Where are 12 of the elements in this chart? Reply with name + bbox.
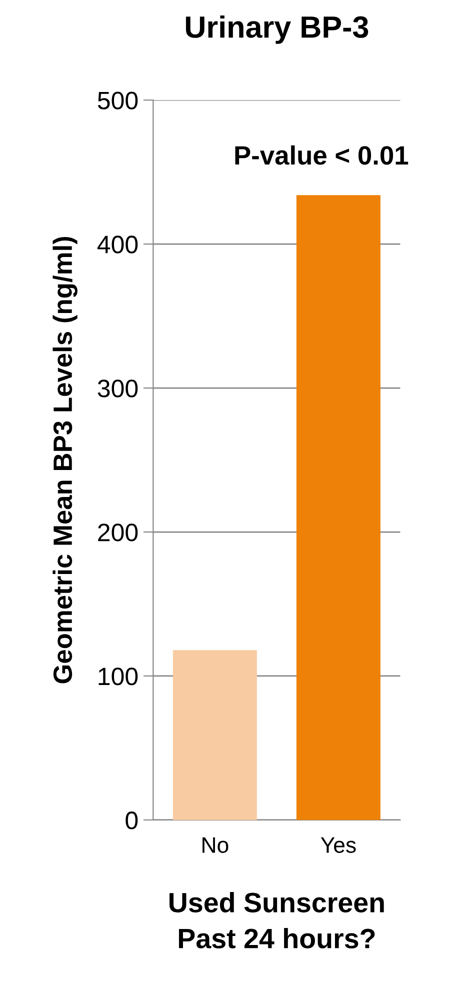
y-tick-label: 0: [126, 812, 138, 830]
y-tick-label: 300: [98, 380, 138, 398]
annotation: P-value < 0.01: [235, 145, 408, 165]
x-axis-title: Used Sunscreen Past 24 hours?: [170, 892, 384, 948]
x-tick-label: Yes: [320, 837, 356, 853]
y-tick-label: 500: [98, 92, 138, 110]
y-tick-label: 200: [98, 524, 138, 542]
x-tick-label: No: [202, 837, 228, 853]
y-axis-title: Geometric Mean BP3 Levels (ng/ml): [52, 236, 78, 684]
chart-title: Urinary BP-3: [186, 15, 368, 44]
y-tick-label: 100: [98, 668, 138, 686]
y-tick-label: 400: [97, 236, 138, 254]
